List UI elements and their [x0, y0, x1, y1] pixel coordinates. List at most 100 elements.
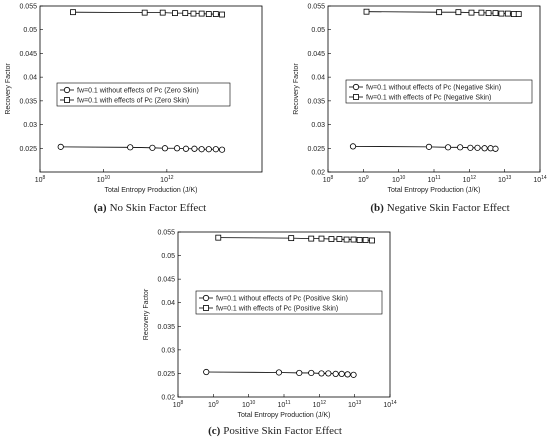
marker [353, 94, 359, 100]
tick-base: 10 [173, 402, 181, 409]
y-tick-label: 0.05 [311, 27, 325, 34]
x-tick-label: 1011 [428, 175, 441, 184]
marker [481, 145, 488, 152]
tick-base: 10 [313, 402, 321, 409]
marker [455, 9, 462, 16]
tick-base: 10 [323, 177, 331, 184]
tick-base: 10 [35, 177, 43, 184]
caption-text: No Skin Factor Effect [110, 202, 207, 214]
marker [425, 143, 433, 150]
marker [202, 294, 210, 302]
marker [308, 235, 315, 242]
tick-base: 10 [428, 177, 436, 184]
y-tick-label: 0.04 [23, 75, 37, 82]
y-tick-label: 0.04 [161, 300, 175, 307]
y-tick-label: 0.05 [23, 27, 37, 34]
tick-exponent: 8 [181, 400, 184, 406]
marker [205, 146, 212, 153]
marker [338, 370, 345, 377]
x-tick-label: 1010 [97, 175, 111, 184]
tick-base: 10 [208, 402, 216, 409]
tick-exponent: 8 [43, 175, 46, 181]
legend-label: fw=0.1 without effects of Pc (Zero Skin) [77, 88, 199, 95]
marker [474, 144, 481, 151]
x-tick-label: 1011 [278, 400, 291, 409]
y-tick-label: 0.025 [157, 371, 175, 378]
tick-base: 10 [463, 177, 471, 184]
y-tick-label: 0.025 [307, 146, 325, 153]
tick-base: 10 [160, 177, 168, 184]
series-line [73, 11, 223, 15]
y-tick-label: 0.055 [157, 230, 175, 237]
y-tick-label: 0.03 [161, 347, 175, 354]
x-tick-label: 108 [323, 175, 334, 184]
marker [468, 9, 475, 16]
marker [457, 144, 464, 151]
y-tick-label: 0.02 [161, 395, 175, 402]
marker [190, 10, 197, 17]
tick-exponent: 10 [250, 400, 256, 406]
legend [56, 82, 231, 107]
marker [191, 145, 198, 152]
marker [161, 145, 169, 152]
y-tick-label: 0.055 [307, 4, 325, 11]
marker [485, 10, 492, 17]
marker [64, 97, 70, 103]
x-tick-label: 1013 [348, 400, 362, 409]
x-tick-label: 108 [35, 175, 46, 184]
x-tick-label: 1014 [383, 400, 397, 409]
marker [318, 370, 325, 377]
y-tick-label: 0.045 [157, 277, 175, 284]
tick-exponent: 12 [470, 175, 476, 181]
caption: (c) Positive Skin Factor Effect [208, 425, 342, 437]
marker [336, 236, 343, 242]
y-tick-label: 0.035 [157, 324, 175, 331]
marker [218, 146, 226, 153]
caption-label: (b) [370, 202, 384, 214]
marker [369, 237, 375, 244]
tick-exponent: 12 [320, 400, 326, 406]
tick-base: 10 [498, 177, 506, 184]
y-tick-label: 0.055 [19, 4, 37, 11]
marker [70, 9, 76, 16]
caption-text: Negative Skin Factor Effect [387, 202, 510, 214]
marker [203, 368, 210, 376]
marker [215, 234, 222, 241]
legend [345, 79, 533, 104]
tick-exponent: 9 [366, 175, 369, 181]
marker [203, 305, 209, 311]
tick-base: 10 [278, 402, 286, 409]
legend-label: fw=0.1 with effects of Pc (Zero Skin) [77, 98, 189, 105]
tick-base: 10 [97, 177, 105, 184]
tick-exponent: 13 [356, 400, 362, 406]
y-axis-title: Recovery Factor [143, 288, 150, 340]
marker [444, 144, 452, 151]
marker [343, 236, 350, 243]
x-tick-label: 1014 [533, 175, 547, 184]
tick-exponent: 14 [541, 175, 547, 181]
x-tick-label: 1012 [160, 175, 174, 184]
y-tick-label: 0.03 [311, 122, 325, 129]
marker [205, 11, 212, 17]
marker [504, 10, 511, 17]
y-tick-label: 0.025 [19, 146, 37, 153]
marker [127, 144, 134, 151]
tick-exponent: 12 [168, 175, 174, 181]
x-tick-label: 109 [208, 400, 219, 409]
marker [363, 8, 370, 15]
marker [325, 370, 332, 377]
marker [172, 10, 178, 17]
marker [349, 143, 357, 150]
marker [182, 145, 190, 152]
marker [350, 236, 357, 243]
caption: (a) No Skin Factor Effect [94, 202, 206, 214]
caption-label: (c) [208, 425, 221, 437]
marker [332, 370, 339, 377]
tick-base: 10 [348, 402, 356, 409]
x-tick-label: 1010 [392, 175, 406, 184]
marker [318, 235, 325, 242]
x-axis-title: Total Entropy Production (J/K) [388, 187, 481, 194]
caption: (b) Negative Skin Factor Effect [370, 202, 509, 214]
tick-exponent: 10 [400, 175, 406, 181]
